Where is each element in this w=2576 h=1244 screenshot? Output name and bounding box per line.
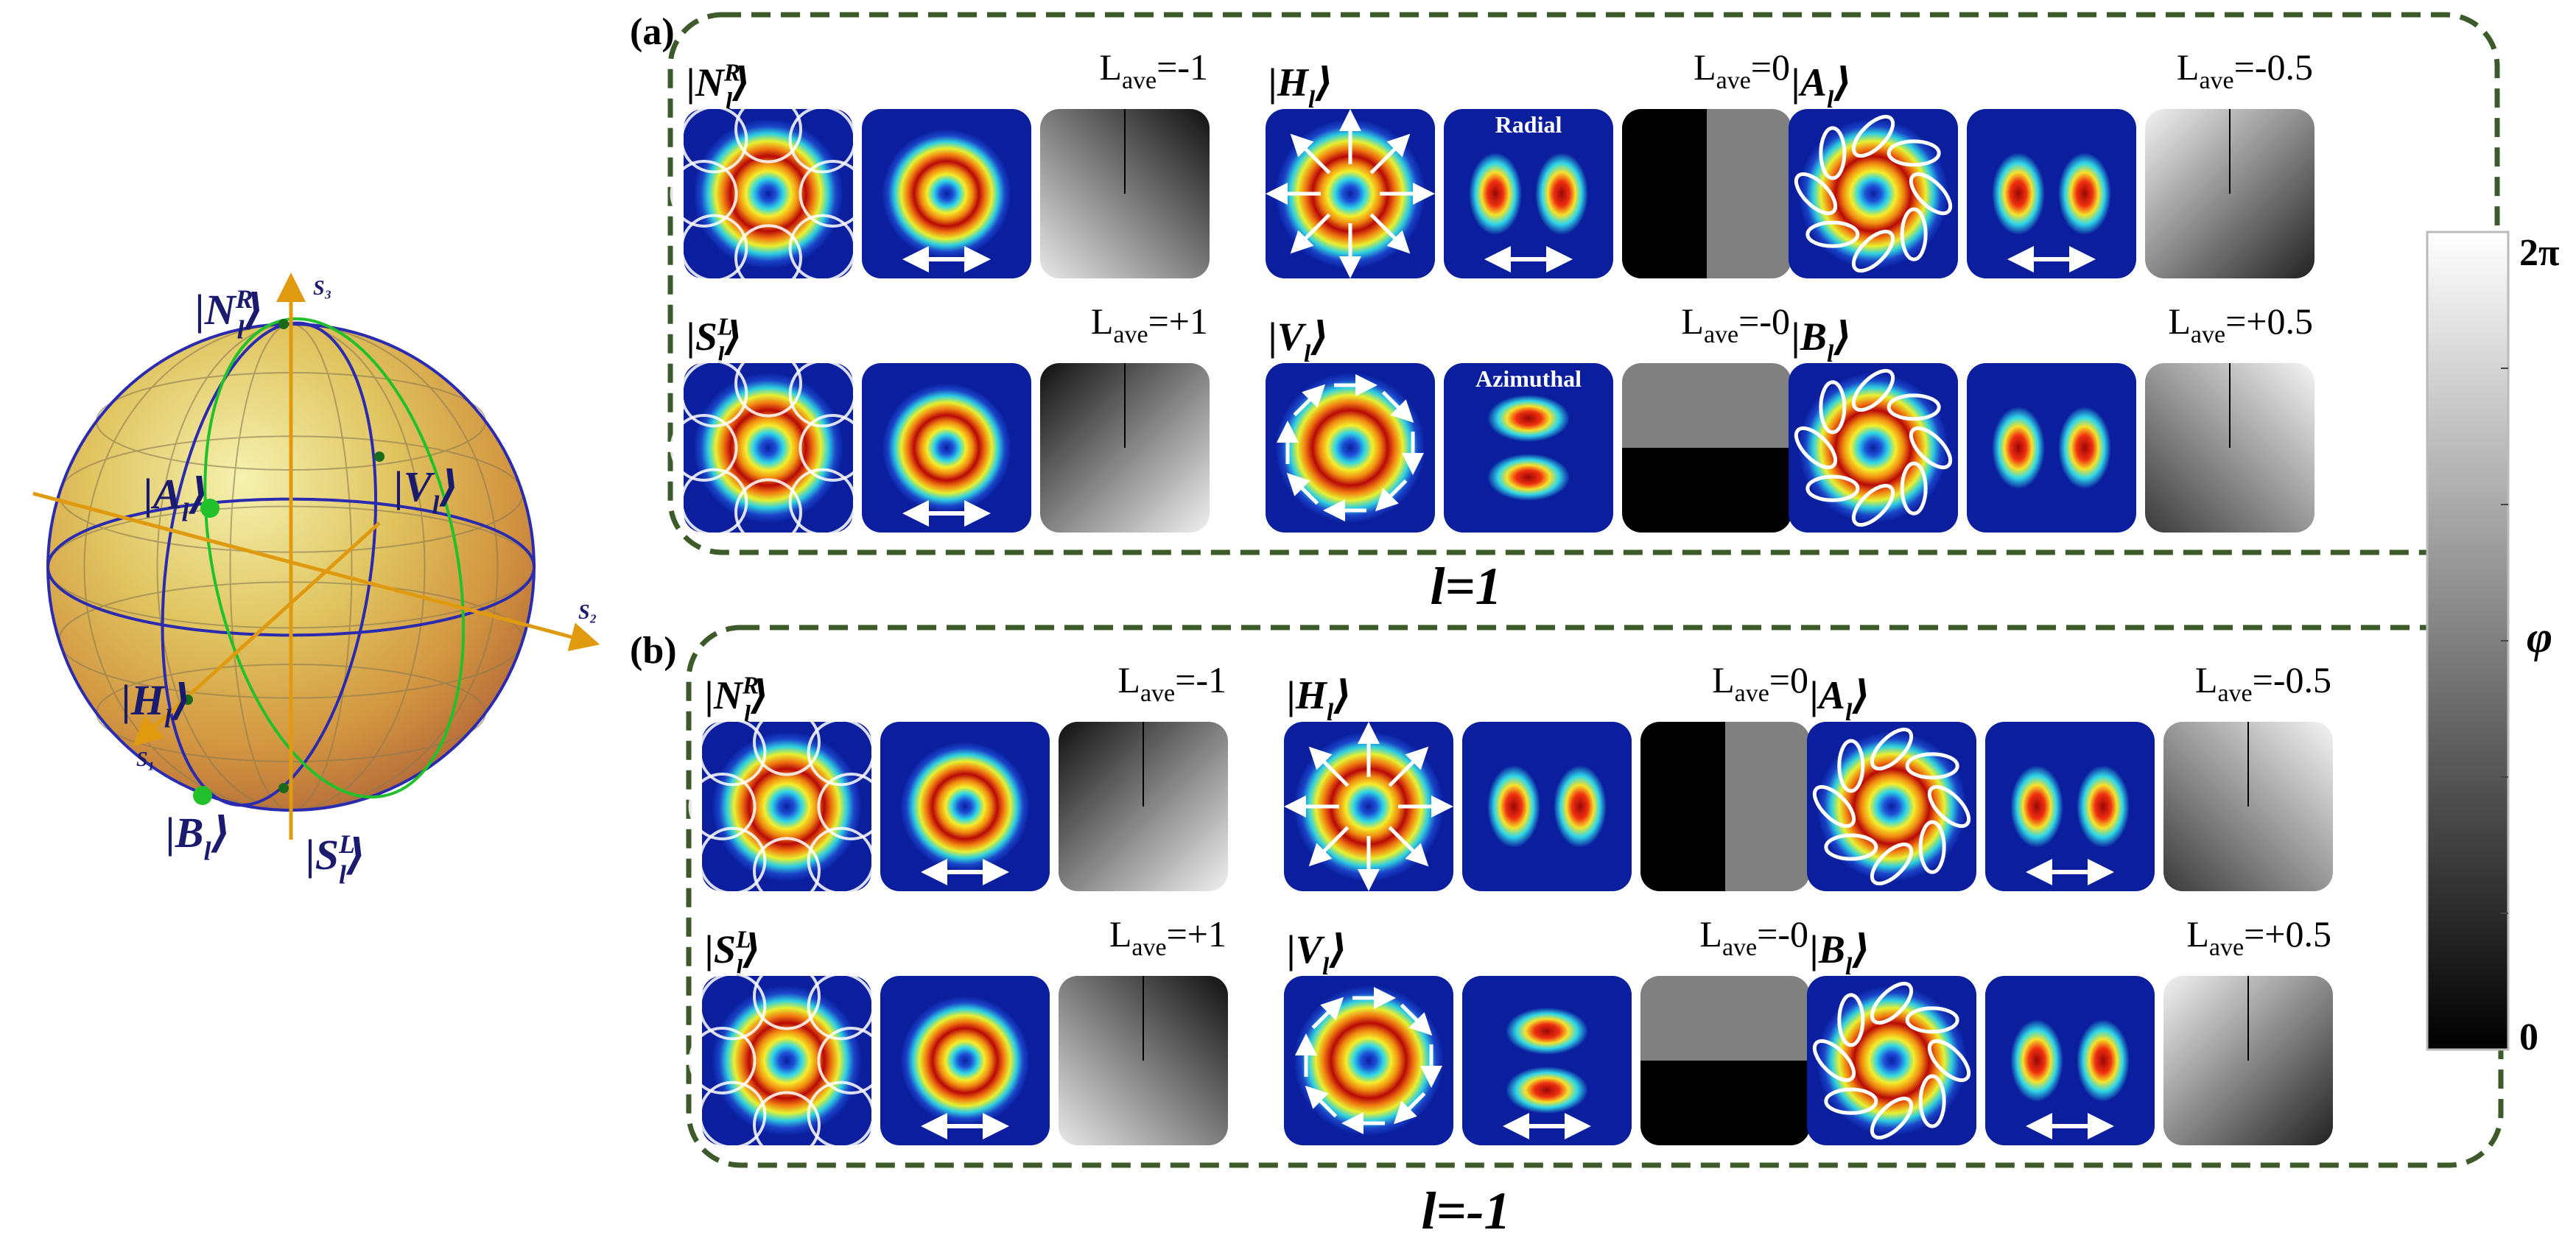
phase-map — [2145, 109, 2314, 278]
lave-label: Lave=+1 — [1109, 913, 1226, 961]
poincare-sphere: S₃ S₂ S₁ |NR l⟩ |Al⟩ |Vl⟩ |Hl⟩ |Bl⟩ |SL l⟩ — [32, 273, 600, 890]
intensity-map — [1462, 722, 1632, 891]
state-group-s: |SL l⟩ Lave=+1 — [688, 913, 1228, 1159]
state-group-n: |NR l⟩ Lave=-1 — [670, 46, 1210, 292]
ket-label: |Hl⟩ — [1268, 60, 1333, 113]
panel-b: (b) l=-1 |NR l⟩ Lave=-1 |Hl⟩ Lave=0 |Al⟩ Lave=-0… — [630, 625, 2504, 1240]
phase-map — [2163, 722, 2333, 891]
state-group-s: |SL l⟩ Lave=+1 — [670, 301, 1210, 547]
lave-label: Lave=-0 — [1699, 913, 1808, 961]
colorbar-label: φ — [2527, 613, 2552, 661]
polarization-map-overlay — [1266, 109, 1435, 278]
phase-map — [1622, 363, 1791, 533]
sphere-ket-v: |Vl⟩ — [394, 463, 459, 519]
mode-tag: Azimuthal — [1475, 365, 1582, 392]
mode-tag: Radial — [1495, 111, 1562, 138]
lave-label: Lave=+1 — [1091, 301, 1208, 348]
polarization-map-overlay — [1794, 114, 1953, 273]
sphere-point — [183, 695, 193, 705]
sphere-ket-s: |SL l⟩ — [306, 829, 365, 890]
sphere-ket-b: |Bl⟩ — [166, 809, 231, 865]
ket-label: |Al⟩ — [1810, 673, 1870, 726]
lave-label: Lave=+0.5 — [2186, 913, 2331, 961]
polarization-map-overlay — [688, 962, 885, 1159]
state-group-h: |Hl⟩ Lave=0 Radial — [1266, 46, 1791, 278]
axis-label: S₃ — [313, 277, 331, 300]
intensity-map — [1985, 976, 2155, 1145]
phase-map — [1059, 976, 1228, 1145]
ket-label: |NR l⟩ — [705, 672, 769, 728]
phase-map — [2145, 363, 2314, 533]
intensity-map — [1462, 976, 1632, 1145]
ket-label: |Bl⟩ — [1810, 927, 1870, 980]
phase-map — [1059, 722, 1228, 891]
polarization-map-overlay — [1295, 987, 1442, 1134]
ket-label: |Vl⟩ — [1287, 927, 1347, 980]
sphere-ket-a: |Al⟩ — [144, 470, 208, 527]
polarization-map-overlay — [1812, 727, 1971, 886]
state-group-b: |Bl⟩ Lave=+0.5 — [1807, 913, 2333, 1145]
colorbar-min: 0 — [2519, 1016, 2538, 1058]
ket-label: |NR l⟩ — [687, 59, 751, 115]
intensity-map — [1444, 109, 1613, 278]
lave-label: Lave=-1 — [1099, 46, 1208, 94]
panel-caption: l=-1 — [1421, 1181, 1510, 1240]
colorbar-max: 2π — [2519, 232, 2560, 274]
phase-map — [1040, 363, 1210, 533]
sphere-ket-n: |NR l⟩ — [195, 284, 264, 345]
colorbar-gradient — [2426, 231, 2510, 1051]
sphere-point — [200, 499, 220, 518]
lave-label: Lave=-1 — [1117, 659, 1226, 707]
sphere-point — [374, 451, 385, 462]
ket-label: |Bl⟩ — [1791, 314, 1852, 368]
sphere-ket-h: |Hl⟩ — [122, 676, 191, 733]
intensity-map — [1985, 722, 2155, 891]
intensity-map — [1967, 363, 2136, 533]
sphere-point — [278, 783, 289, 793]
state-group-v: |Vl⟩ Lave=-0 Azimuthal — [1266, 301, 1791, 533]
lave-label: Lave=0 — [1694, 46, 1790, 94]
state-group-a: |Al⟩ Lave=-0.5 — [1807, 659, 2333, 891]
ket-label: |SL l⟩ — [687, 313, 743, 369]
ket-label: |Al⟩ — [1791, 60, 1852, 113]
panel-label: (b) — [630, 630, 677, 672]
phase-colorbar: 2π 0 φ — [2426, 231, 2560, 1058]
panel-a: (a) l=1 |NR l⟩ Lave=-1 |Hl⟩ Lave=0 Radial |Al⟩ La… — [630, 11, 2500, 616]
sphere-point — [278, 319, 289, 329]
phase-map — [1640, 976, 1810, 1145]
lave-label: Lave=0 — [1712, 659, 1808, 707]
state-group-a: |Al⟩ Lave=-0.5 — [1789, 46, 2314, 278]
sphere-point — [193, 786, 212, 805]
lave-label: Lave=-0.5 — [2177, 46, 2313, 94]
phase-map — [1640, 722, 1810, 891]
panel-label: (a) — [630, 11, 675, 53]
polarization-map-overlay — [670, 95, 867, 292]
polarization-map-overlay — [1794, 368, 1953, 527]
polarization-map-overlay — [1277, 374, 1424, 521]
phase-map — [1622, 109, 1791, 278]
phase-map — [1040, 109, 1210, 278]
panel-caption: l=1 — [1430, 557, 1501, 616]
polarization-map-overlay — [1812, 981, 1971, 1140]
ket-label: |SL l⟩ — [705, 926, 761, 982]
phase-map — [2163, 976, 2333, 1145]
polarization-map-overlay — [1284, 722, 1453, 891]
lave-label: Lave=-0 — [1681, 301, 1790, 348]
axis-label: S₁ — [136, 748, 155, 771]
state-group-v: |Vl⟩ Lave=-0 — [1284, 913, 1810, 1145]
ket-label: |Vl⟩ — [1268, 314, 1329, 368]
state-group-b: |Bl⟩ Lave=+0.5 — [1789, 301, 2314, 533]
ket-label: |Hl⟩ — [1287, 673, 1352, 726]
lave-label: Lave=-0.5 — [2195, 659, 2331, 707]
intensity-map — [1967, 109, 2136, 278]
lave-label: Lave=+0.5 — [2168, 301, 2313, 348]
intensity-map — [1444, 363, 1613, 533]
axis-label: S₂ — [578, 601, 597, 624]
state-group-h: |Hl⟩ Lave=0 — [1284, 659, 1810, 891]
state-group-n: |NR l⟩ Lave=-1 — [688, 659, 1228, 905]
